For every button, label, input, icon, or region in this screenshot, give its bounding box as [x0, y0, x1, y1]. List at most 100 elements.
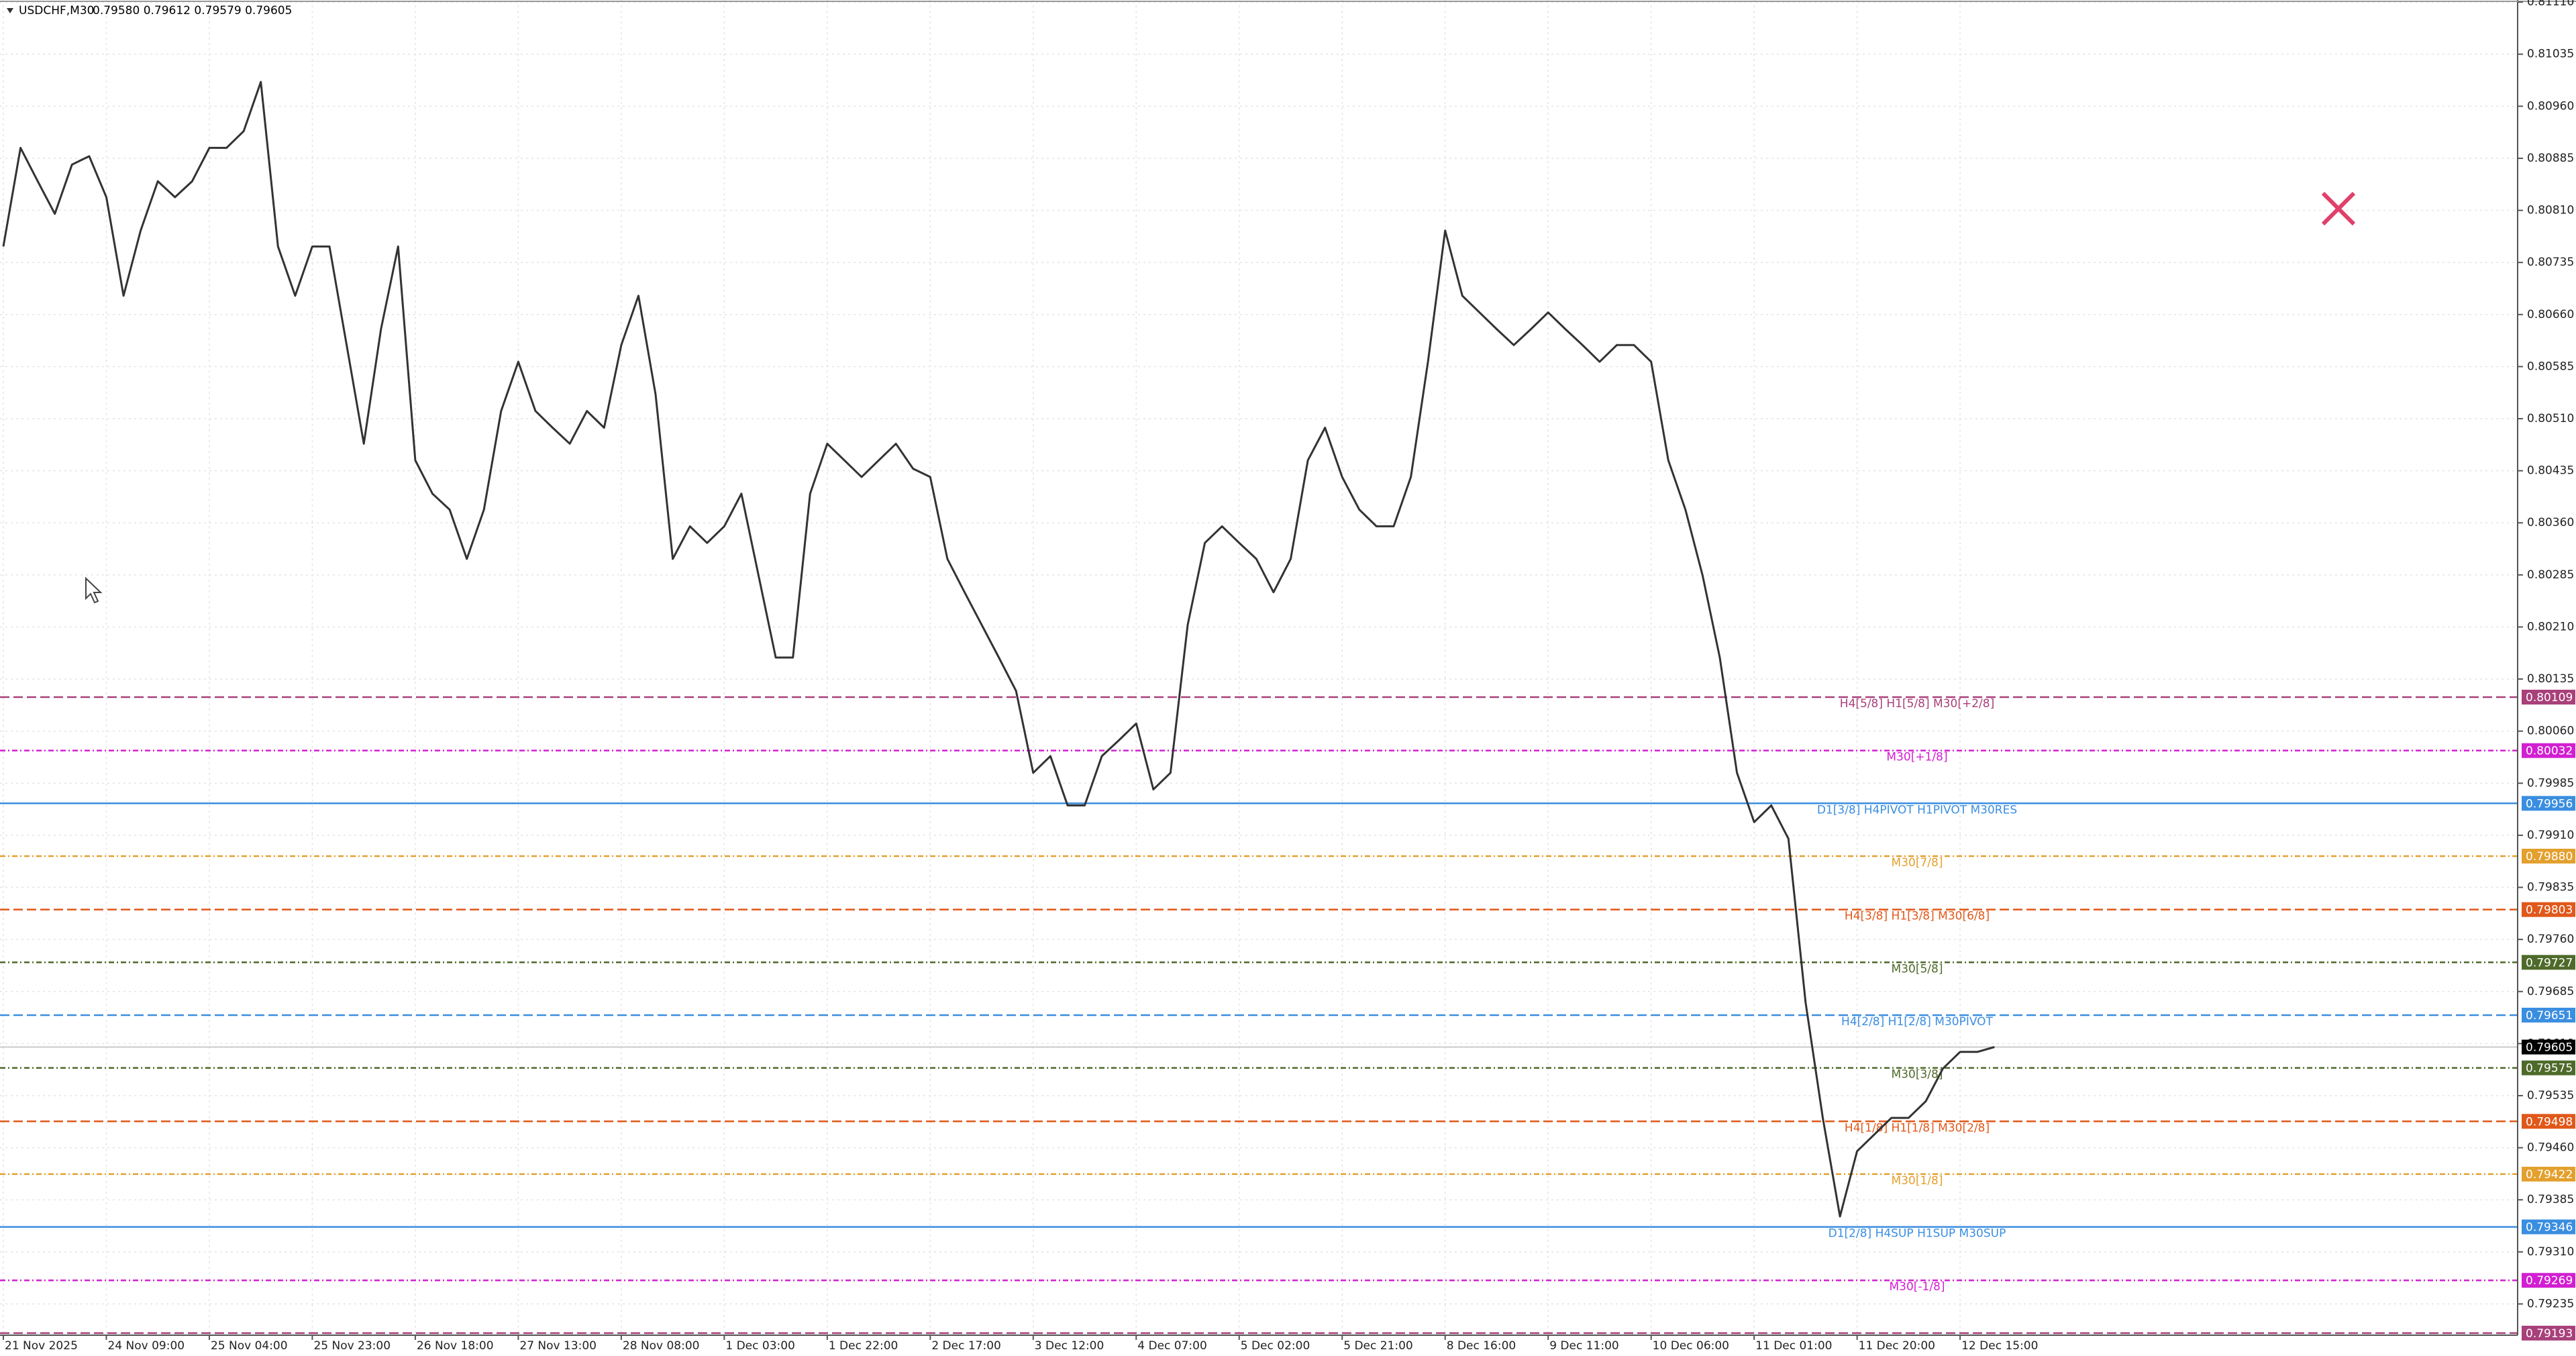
y-tick-label: 0.79910 [2527, 829, 2574, 842]
y-tick-label: 0.79835 [2527, 881, 2574, 894]
y-tick-label: 0.79760 [2527, 933, 2574, 946]
level-label: H4[5/8] H1[5/8] M30[+2/8] [1840, 697, 1994, 711]
x-tick-label: 11 Dec 20:00 [1859, 1339, 1935, 1353]
level-label: H4[2/8] H1[2/8] M30PIVOT [1841, 1015, 1994, 1029]
price-tag [2522, 848, 2575, 864]
y-tick-label: 0.80885 [2527, 152, 2574, 165]
x-tick-label: 21 Nov 2025 [5, 1339, 78, 1353]
level-label: D1[3/8] H4PIVOT H1PIVOT M30RES [1817, 803, 2017, 817]
price-tag [2522, 1325, 2575, 1341]
y-tick-label: 0.79535 [2527, 1089, 2574, 1102]
price-tag [2522, 1219, 2575, 1235]
price-tag-label: 0.79880 [2526, 850, 2573, 864]
close-icon[interactable] [2321, 191, 2356, 226]
y-tick-label: 0.80660 [2527, 308, 2574, 321]
y-tick-label: 0.79460 [2527, 1141, 2574, 1155]
y-tick-label: 0.80060 [2527, 725, 2574, 738]
level-label: H4[3/8] H1[3/8] M30[6/8] [1845, 910, 1990, 923]
level-label: M30[5/8] [1892, 962, 1943, 976]
price-tag-label: 0.79346 [2526, 1221, 2573, 1235]
price-tag [2522, 1114, 2575, 1129]
x-tick-label: 25 Nov 04:00 [211, 1339, 288, 1353]
price-tag-label: 0.79269 [2526, 1274, 2573, 1288]
y-tick-label: 0.79385 [2527, 1193, 2574, 1206]
x-tick-label: 1 Dec 03:00 [725, 1339, 795, 1353]
price-tag-label: 0.79498 [2526, 1115, 2573, 1129]
price-tag-label: 0.79956 [2526, 797, 2573, 811]
symbol-title: USDCHF,M30 [19, 4, 94, 17]
price-tag [2522, 902, 2575, 917]
levels: H4[5/8] H1[5/8] M30[+2/8] M30[+1/8] D1[3/8… [0, 696, 2518, 1335]
price-tag-label: 0.79651 [2526, 1009, 2573, 1023]
level-label: H4[1/8] H1[1/8] M30[2/8] [1845, 1121, 1990, 1135]
y-tick-label: 0.81110 [2527, 0, 2574, 9]
x-tick-label: 12 Dec 15:00 [1961, 1339, 2038, 1353]
y-tick-label: 0.80735 [2527, 256, 2574, 269]
level-label: D1[2/8] H4SUP H1SUP M30SUP [1828, 1227, 2006, 1241]
level-label: M30[1/8] [1892, 1174, 1943, 1188]
x-tick-label: 3 Dec 12:00 [1035, 1339, 1104, 1353]
x-tick-label: 8 Dec 16:00 [1447, 1339, 1516, 1353]
price-tag-label: 0.80032 [2526, 745, 2573, 758]
price-tag [2522, 796, 2575, 811]
y-tick-label: 0.80510 [2527, 412, 2574, 425]
x-tick-label: 26 Nov 18:00 [417, 1339, 494, 1353]
price-tag [2522, 743, 2575, 758]
y-tick-label: 0.79310 [2527, 1245, 2574, 1259]
x-tick-label: 5 Dec 21:00 [1343, 1339, 1413, 1353]
level-label: M30[+1/8] [1886, 751, 1947, 764]
price-tag [2522, 1273, 2575, 1288]
price-tag [2522, 689, 2575, 705]
y-tick-label: 0.80285 [2527, 568, 2574, 582]
y-tick-label: 0.80585 [2527, 360, 2574, 373]
level-label: M30[3/8] [1892, 1068, 1943, 1082]
x-tick-label: 27 Nov 13:00 [519, 1339, 597, 1353]
mouse-cursor [85, 576, 103, 604]
y-tick-label: 0.79985 [2527, 776, 2574, 790]
x-tick-label: 24 Nov 09:00 [107, 1339, 185, 1353]
x-tick-label: 5 Dec 02:00 [1241, 1339, 1310, 1353]
series [2, 81, 1995, 1218]
price-tag [2522, 1060, 2575, 1076]
price-tag-label: 0.79193 [2526, 1327, 2573, 1341]
y-tick-label: 0.79685 [2527, 985, 2574, 998]
x-tick-label: 25 Nov 23:00 [313, 1339, 391, 1353]
price-tag-label: 0.79803 [2526, 904, 2573, 917]
price-tag [2522, 955, 2575, 970]
y-tick-label: 0.80810 [2527, 204, 2574, 217]
x-tick-label: 10 Dec 06:00 [1653, 1339, 1729, 1353]
y-tick-label: 0.79235 [2527, 1297, 2574, 1310]
grid [0, 0, 2518, 1335]
price-tag-label: 0.79575 [2526, 1062, 2573, 1076]
level-label: M30[-1/8] [1889, 1280, 1945, 1294]
x-tick-label: 9 Dec 11:00 [1549, 1339, 1619, 1353]
y-tick-label: 0.81035 [2527, 48, 2574, 61]
x-tick-label: 4 Dec 07:00 [1137, 1339, 1207, 1353]
last-price-tag [2522, 1039, 2575, 1055]
price-tag [2522, 1007, 2575, 1023]
y-tick-label: 0.80960 [2527, 99, 2574, 113]
y-tick-label: 0.80210 [2527, 620, 2574, 633]
level-label: M30[7/8] [1892, 856, 1943, 870]
x-tick-label: 28 Nov 08:00 [623, 1339, 700, 1353]
x-tick-label: 2 Dec 17:00 [931, 1339, 1001, 1353]
y-tick-label: 0.80360 [2527, 516, 2574, 529]
price-line [2, 81, 1995, 1218]
price-tag [2522, 1166, 2575, 1182]
price-tag-label: 0.80109 [2526, 691, 2573, 705]
price-tags: 0.80109 0.80032 0.79956 0.79880 0.79803 0.797… [2522, 689, 2575, 1341]
last-price-tag-label: 0.79605 [2526, 1041, 2573, 1055]
price-tag-label: 0.79422 [2526, 1168, 2573, 1182]
symbol-quote: 0.79580 0.79612 0.79579 0.79605 [93, 4, 292, 17]
y-tick-label: 0.80135 [2527, 672, 2574, 686]
symbol-menu-arrow[interactable] [7, 8, 13, 13]
y-tick-label: 0.80435 [2527, 464, 2574, 478]
x-tick-label: 11 Dec 01:00 [1755, 1339, 1832, 1353]
x-tick-label: 1 Dec 22:00 [829, 1339, 898, 1353]
price-tag-label: 0.79727 [2526, 956, 2573, 970]
axis: 0.81110 0.81035 0.80960 0.80885 0.80810 0.807… [3, 0, 2574, 1353]
close-stroke [2321, 191, 2356, 226]
